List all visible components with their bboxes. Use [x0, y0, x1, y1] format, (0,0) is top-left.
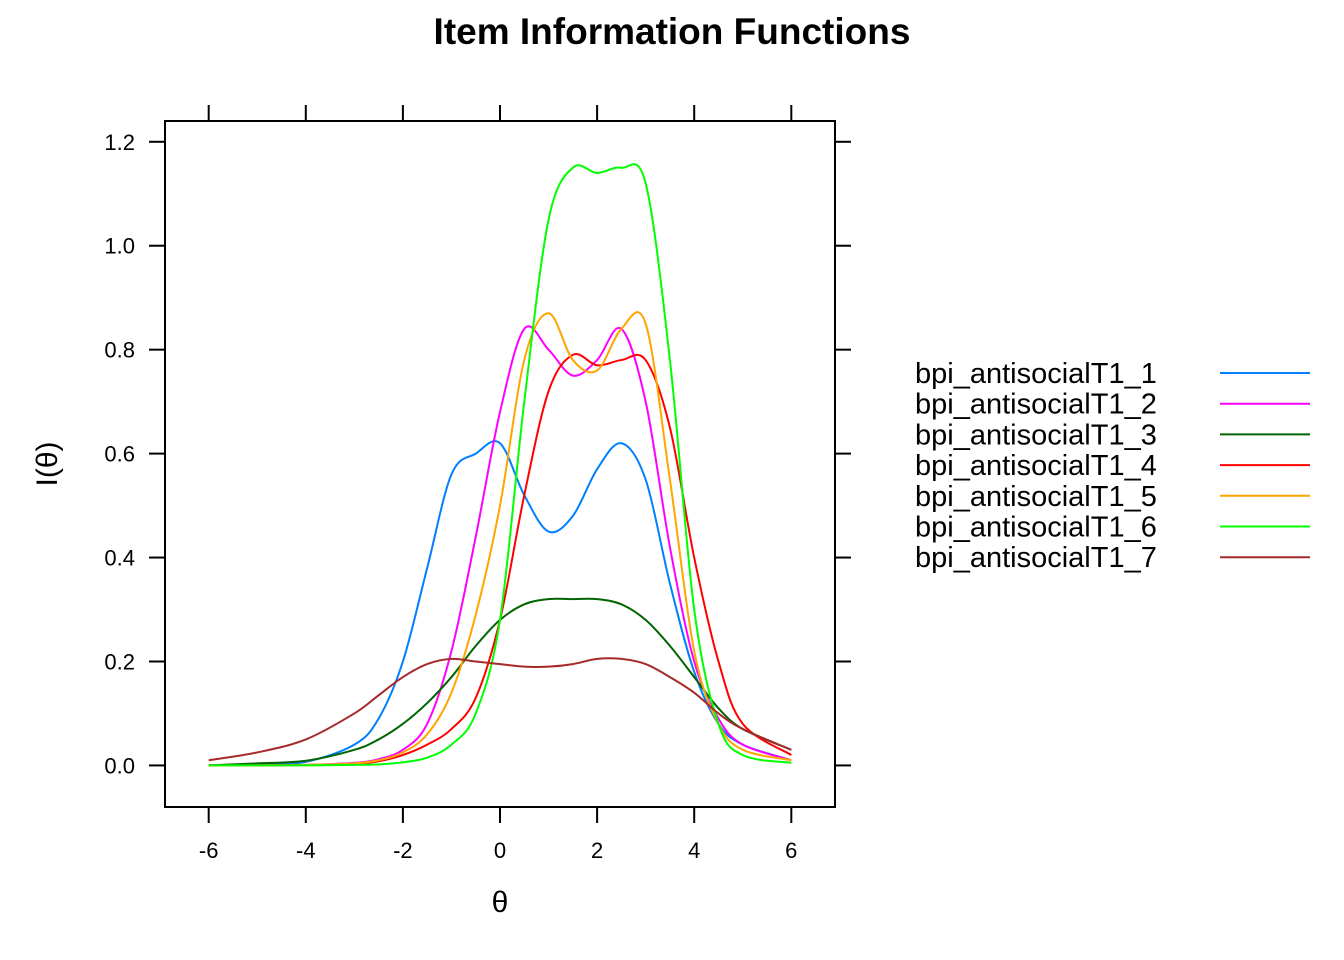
chart-title: Item Information Functions	[434, 11, 911, 52]
x-tick-label: 2	[591, 838, 603, 863]
y-tick-label: 0.8	[104, 338, 135, 363]
x-tick-label: -6	[199, 838, 219, 863]
series-line-3	[208, 597, 792, 767]
y-tick-label: 1.2	[104, 130, 135, 155]
x-axis-label: θ	[492, 886, 509, 919]
y-tick-label: 0.4	[104, 546, 135, 571]
legend-label-2: bpi_antisocialT1_2	[915, 389, 1157, 421]
series-line-7	[208, 657, 792, 762]
x-axis: -6 -4 -2 0 2 4 6	[199, 105, 797, 863]
y-axis-label: I(θ)	[31, 442, 64, 487]
series-lines	[208, 163, 792, 767]
legend-label-5: bpi_antisocialT1_5	[915, 481, 1157, 513]
x-tick-label: -4	[296, 838, 316, 863]
x-tick-label: 4	[688, 838, 700, 863]
x-tick-label: 0	[494, 838, 506, 863]
plot-frame	[164, 120, 836, 808]
legend-label-3: bpi_antisocialT1_3	[915, 419, 1157, 451]
y-tick-label: 0.2	[104, 649, 135, 674]
legend-label-1: bpi_antisocialT1_1	[915, 358, 1157, 390]
y-tick-label: 0.0	[104, 753, 135, 778]
legend: bpi_antisocialT1_1bpi_antisocialT1_2bpi_…	[915, 358, 1310, 574]
x-tick-label: -2	[393, 838, 413, 863]
y-tick-label: 0.6	[104, 442, 135, 467]
legend-label-4: bpi_antisocialT1_4	[915, 450, 1157, 482]
x-tick-label: 6	[785, 838, 797, 863]
series-line-6	[208, 163, 792, 767]
legend-label-7: bpi_antisocialT1_7	[915, 542, 1157, 574]
series-line-5	[208, 311, 792, 767]
y-tick-label: 1.0	[104, 234, 135, 259]
y-axis: 0.0 0.2 0.4 0.6 0.8 1.0 1.2	[104, 130, 851, 778]
legend-label-6: bpi_antisocialT1_6	[915, 512, 1157, 544]
